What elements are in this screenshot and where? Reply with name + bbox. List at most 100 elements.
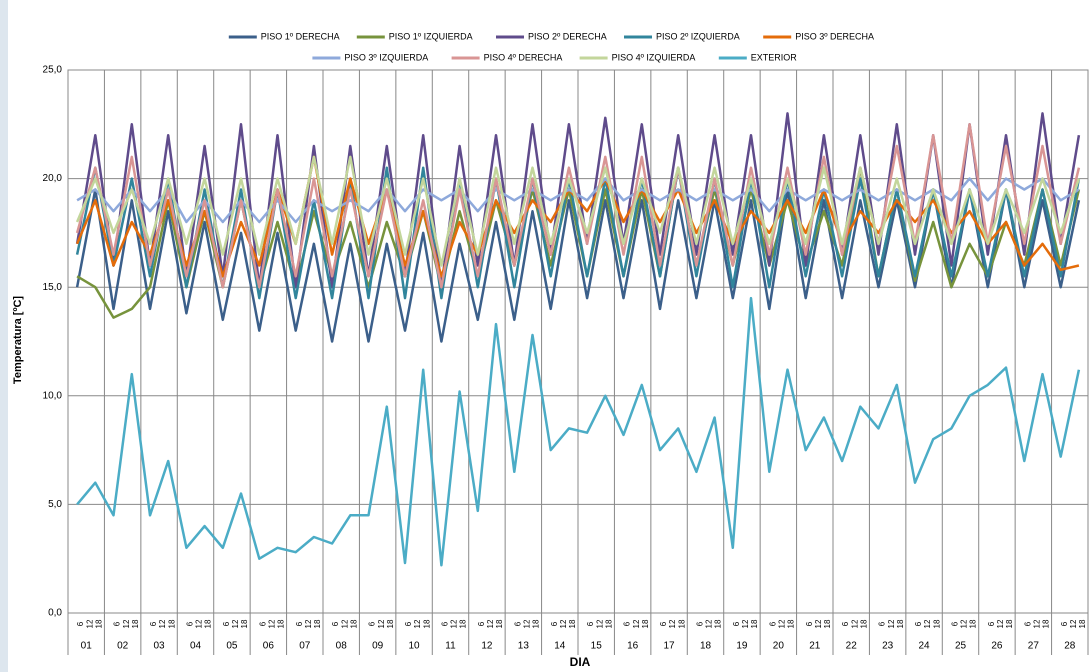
x-tick-label: 28 [1064, 641, 1076, 652]
hour-label: 6 [1060, 621, 1069, 626]
series-line [75, 166, 1081, 300]
x-tick-label: 12 [481, 641, 493, 652]
x-tick-label: 03 [154, 641, 166, 652]
hour-label: 12 [195, 619, 204, 628]
series-line [75, 155, 1080, 278]
x-tick-label: 02 [117, 641, 129, 652]
hour-label: 18 [969, 619, 978, 628]
x-tick-label: 14 [554, 641, 566, 652]
x-tick-label: 20 [773, 641, 785, 652]
x-tick-label: 08 [336, 641, 348, 652]
x-tick-label: 09 [372, 641, 384, 652]
hour-label: 6 [441, 621, 450, 626]
x-tick-label: 27 [1028, 641, 1040, 652]
hour-label: 6 [222, 621, 231, 626]
hour-label: 18 [859, 619, 868, 628]
x-tick-label: 15 [591, 641, 603, 652]
hour-label: 6 [841, 621, 850, 626]
hour-label: 12 [304, 619, 313, 628]
hour-label: 12 [960, 619, 969, 628]
legend-label: PISO 3º DERECHA [795, 31, 874, 41]
hour-label: 12 [122, 619, 131, 628]
hour-label: 18 [422, 619, 431, 628]
x-tick-label: 13 [518, 641, 530, 652]
hour-label: 6 [987, 621, 996, 626]
hour-label: 18 [459, 619, 468, 628]
hour-label: 18 [896, 619, 905, 628]
x-tick-label: 19 [736, 641, 748, 652]
legend-label: PISO 4º IZQUIERDA [612, 52, 696, 62]
hour-label: 12 [413, 619, 422, 628]
hour-label: 12 [158, 619, 167, 628]
x-tick-label: 07 [299, 641, 311, 652]
hour-label: 18 [1005, 619, 1014, 628]
hour-label: 18 [204, 619, 213, 628]
hour-label: 18 [750, 619, 759, 628]
y-tick-label: 25,0 [43, 65, 63, 76]
x-tick-label: 11 [445, 641, 456, 652]
hour-label: 12 [522, 619, 531, 628]
hour-label: 12 [595, 619, 604, 628]
hour-label: 12 [705, 619, 714, 628]
hour-label: 6 [1023, 621, 1032, 626]
legend-label: PISO 4º DERECHA [484, 52, 563, 62]
hour-label: 6 [513, 621, 522, 626]
hour-label: 18 [568, 619, 577, 628]
hour-label: 12 [559, 619, 568, 628]
x-tick-label: 24 [919, 641, 931, 652]
legend-label: EXTERIOR [751, 52, 798, 62]
hour-label: 18 [532, 619, 541, 628]
y-tick-label: 5,0 [48, 499, 62, 510]
hour-label: 6 [404, 621, 413, 626]
y-tick-label: 10,0 [43, 390, 63, 401]
x-tick-label: 25 [955, 641, 967, 652]
hour-label: 18 [641, 619, 650, 628]
hour-label: 12 [486, 619, 495, 628]
hour-label: 18 [604, 619, 613, 628]
hour-label: 6 [732, 621, 741, 626]
x-tick-label: 17 [664, 641, 676, 652]
legend-label: PISO 1º IZQUIERDA [389, 31, 473, 41]
x-tick-label: 26 [991, 641, 1003, 652]
hour-label: 12 [741, 619, 750, 628]
hour-label: 18 [349, 619, 358, 628]
hour-label: 12 [267, 619, 276, 628]
legend-label: PISO 2º IZQUIERDA [656, 31, 740, 41]
series-line [76, 296, 1081, 567]
series-line [76, 177, 1080, 224]
hour-label: 6 [368, 621, 377, 626]
hour-label: 6 [659, 621, 668, 626]
x-tick-label: 10 [409, 641, 421, 652]
legend-label: PISO 2º DERECHA [528, 31, 607, 41]
hour-label: 18 [386, 619, 395, 628]
x-tick-label: 06 [263, 641, 275, 652]
hour-label: 6 [550, 621, 559, 626]
x-tick-label: 16 [627, 641, 639, 652]
hour-label: 18 [240, 619, 249, 628]
hour-label: 6 [768, 621, 777, 626]
hour-label: 6 [258, 621, 267, 626]
hour-label: 12 [632, 619, 641, 628]
hour-label: 18 [932, 619, 941, 628]
x-tick-label: 01 [81, 641, 93, 652]
hour-label: 18 [823, 619, 832, 628]
hour-label: 12 [85, 619, 94, 628]
hour-label: 6 [186, 621, 195, 626]
y-axis-label: Temperatura [ºC] [12, 296, 24, 384]
hour-label: 12 [231, 619, 240, 628]
legend-label: PISO 3º IZQUIERDA [344, 52, 428, 62]
hour-label: 6 [331, 621, 340, 626]
hour-label: 18 [495, 619, 504, 628]
hour-label: 18 [277, 619, 286, 628]
hour-label: 6 [295, 621, 304, 626]
hour-label: 6 [805, 621, 814, 626]
hour-label: 12 [450, 619, 459, 628]
y-tick-label: 0,0 [48, 608, 62, 619]
hour-label: 18 [787, 619, 796, 628]
hour-label: 6 [477, 621, 486, 626]
hour-label: 6 [951, 621, 960, 626]
hour-label: 18 [131, 619, 140, 628]
hour-label: 6 [149, 621, 158, 626]
series-line [75, 188, 1081, 343]
